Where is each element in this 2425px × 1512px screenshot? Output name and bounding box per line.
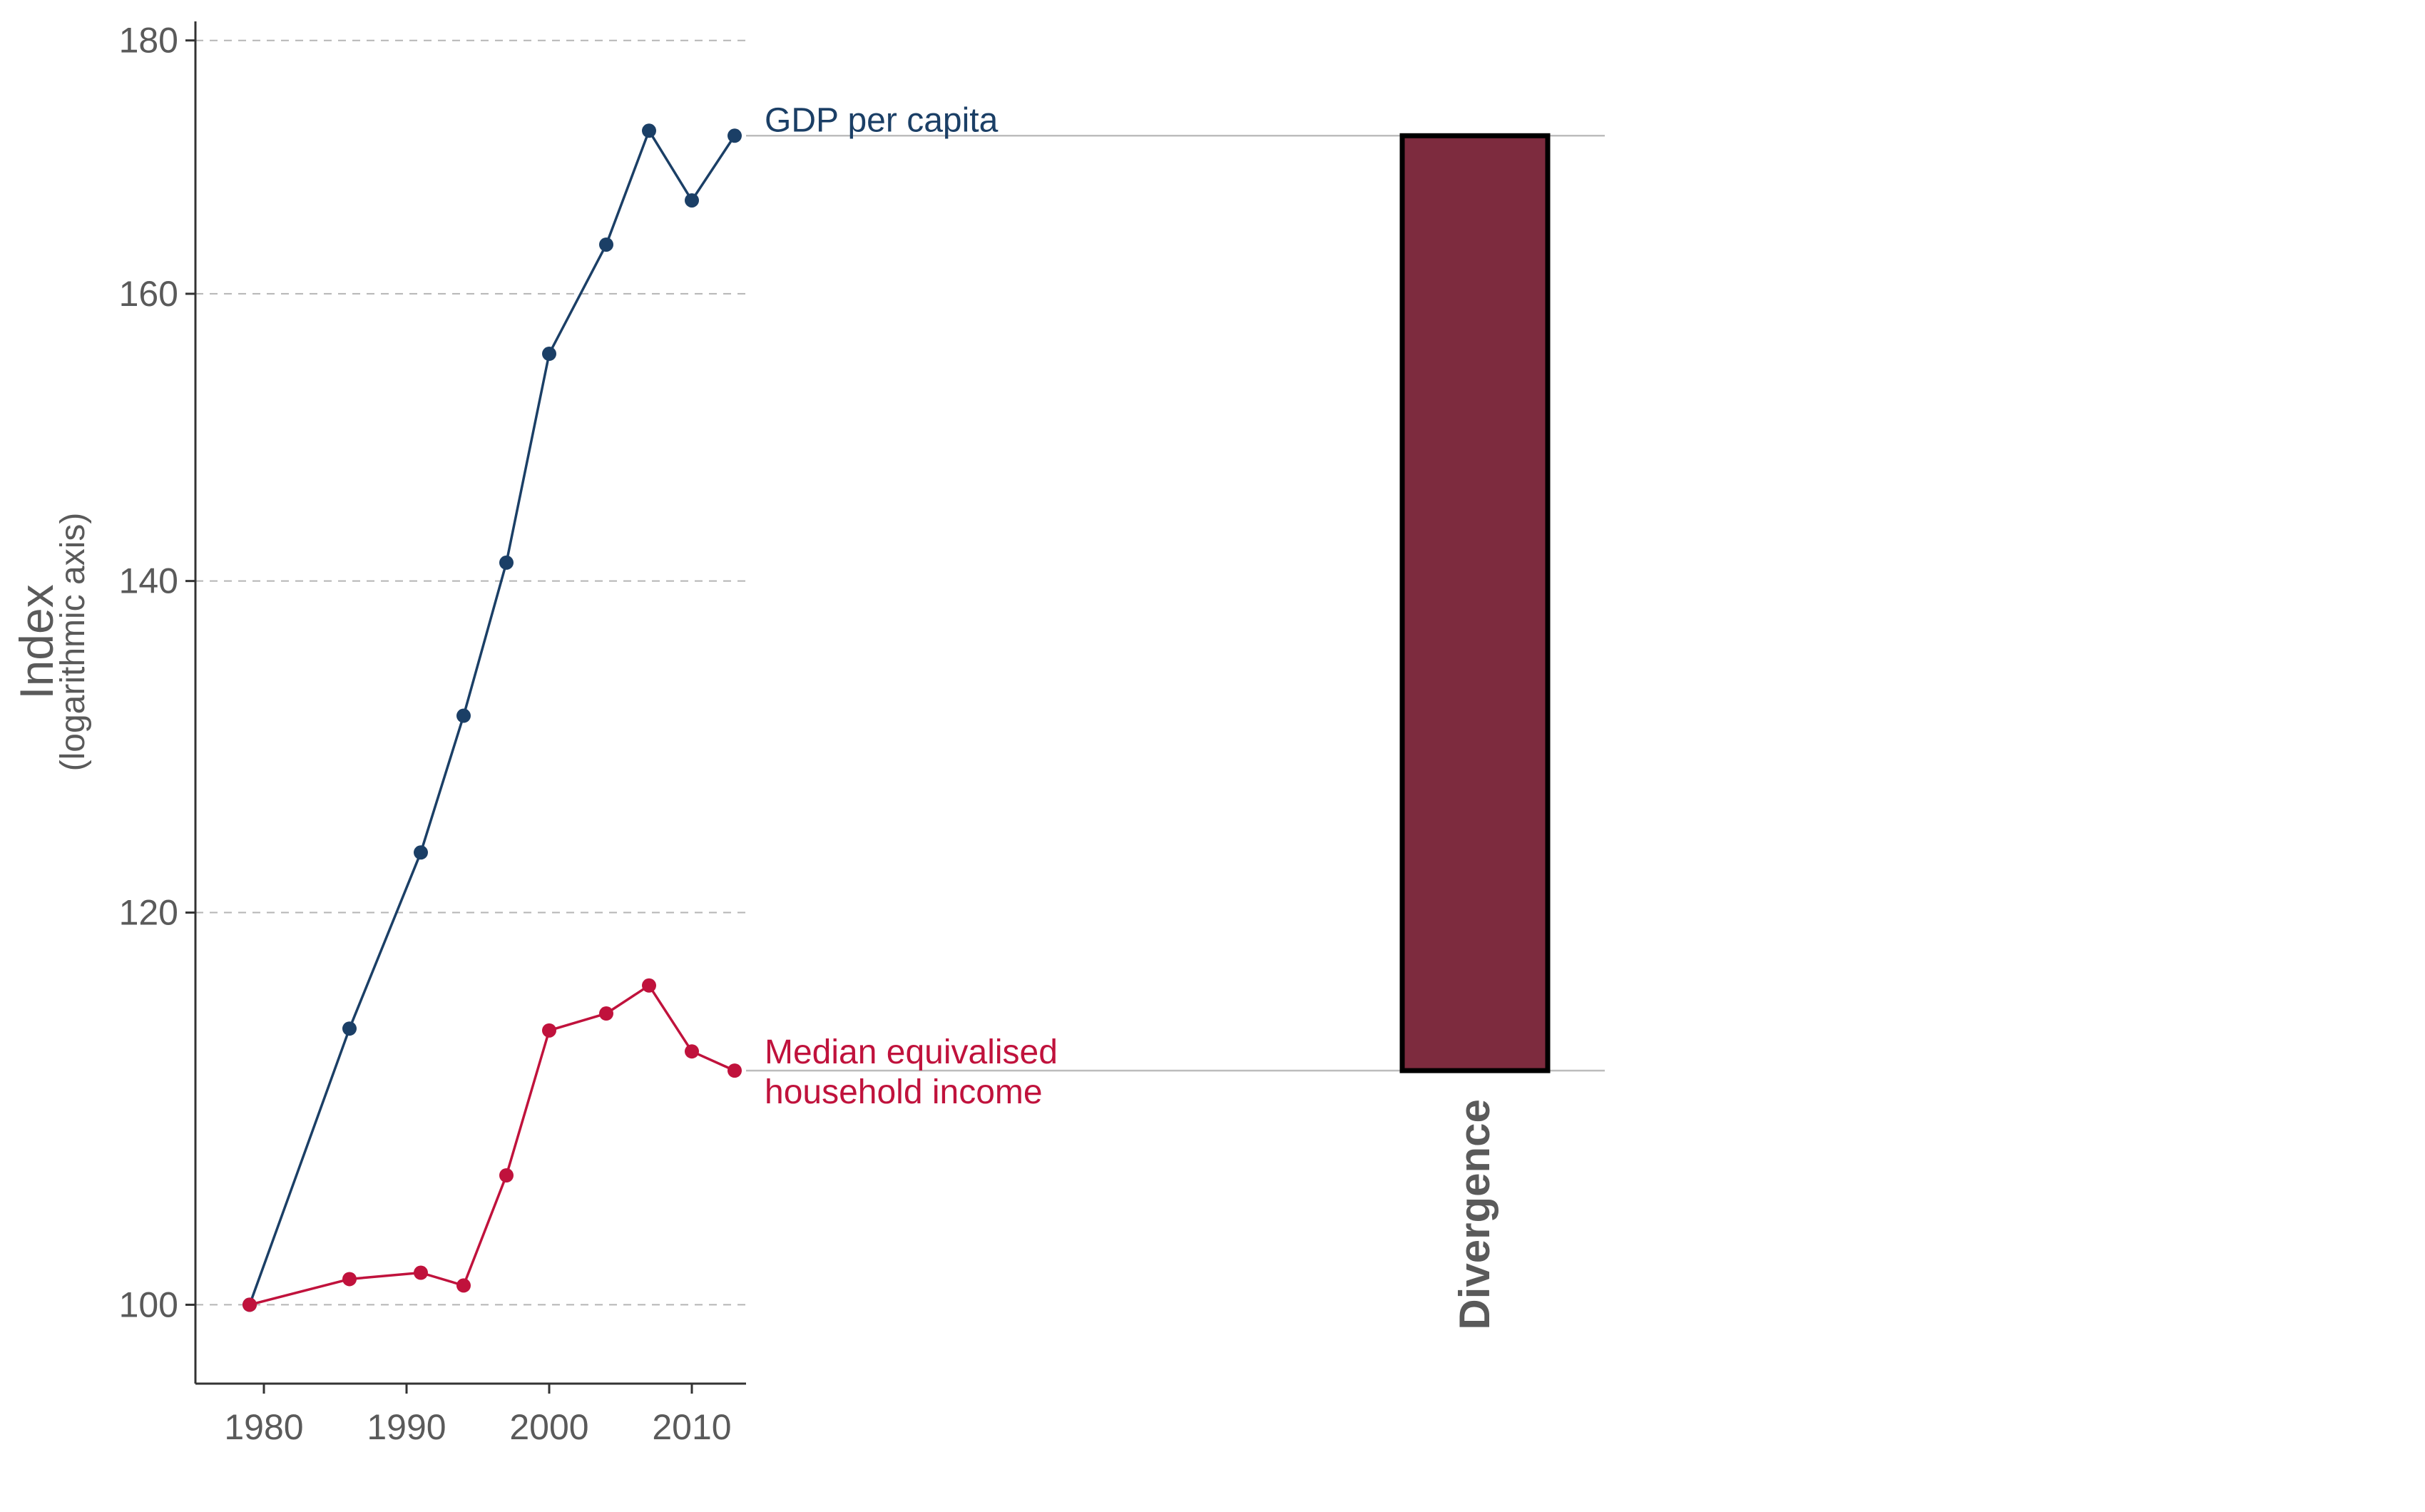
series-0-point-1991 [414, 845, 428, 860]
x-tick-label-1980: 1980 [224, 1407, 303, 1447]
x-tick-label-2000: 2000 [509, 1407, 588, 1447]
series-0-point-2007 [642, 123, 656, 138]
series-0-point-2000 [542, 347, 556, 362]
x-tick-label-1990: 1990 [367, 1407, 446, 1447]
y-axis-label: Index [10, 584, 63, 699]
series-1-point-2004 [599, 1006, 613, 1021]
y-tick-label-120: 120 [119, 893, 178, 933]
series-1-point-1994 [456, 1278, 471, 1293]
y-tick-label-180: 180 [119, 21, 178, 61]
y-axis-sublabel: (logarithmic axis) [54, 513, 92, 772]
axes [194, 21, 746, 1385]
gridlines [195, 39, 746, 1306]
series-labels: GDP per capita Median equivalisedhousehol… [765, 101, 1058, 1111]
series-1-point-1997 [499, 1168, 514, 1183]
series-0-point-2004 [599, 237, 613, 252]
series-line-0 [248, 129, 736, 1305]
series-1-point-2007 [642, 978, 656, 993]
series-1-point-2013 [728, 1063, 742, 1078]
series-0-point-1986 [342, 1021, 357, 1036]
series-label-1-line-1: household income [765, 1073, 1043, 1111]
y-axis-title: Index (logarithmic axis) [10, 513, 92, 772]
series-label-0-line-0: GDP per capita [765, 101, 999, 139]
x-tick-label-2010: 2010 [652, 1407, 731, 1447]
series-0-point-1997 [499, 555, 514, 570]
series-1-point-1979 [242, 1297, 257, 1312]
x-axis-ticks: 1980 1990 2000 2010 [224, 1384, 732, 1447]
series-1-point-2000 [542, 1023, 556, 1038]
series-line-1 [249, 984, 735, 1307]
series-0-point-2013 [728, 128, 742, 143]
series-label-1-line-0: Median equivalised [765, 1033, 1058, 1071]
series-0-point-1994 [456, 708, 471, 723]
series-1-point-2010 [685, 1044, 699, 1059]
divergence-bar-group: Divergence [1399, 133, 1551, 1330]
series-1-point-1986 [342, 1272, 357, 1287]
y-tick-label-140: 140 [119, 561, 178, 601]
y-tick-label-100: 100 [119, 1284, 178, 1324]
divergence-label: Divergence [1451, 1099, 1499, 1330]
divergence-bar [1399, 133, 1551, 1073]
series-layer [242, 123, 742, 1312]
y-axis-ticks: 100 120 140 160 180 [119, 21, 195, 1324]
y-tick-label-160: 160 [119, 274, 178, 314]
series-1-point-1991 [414, 1265, 428, 1280]
series-0-point-2010 [685, 193, 699, 208]
